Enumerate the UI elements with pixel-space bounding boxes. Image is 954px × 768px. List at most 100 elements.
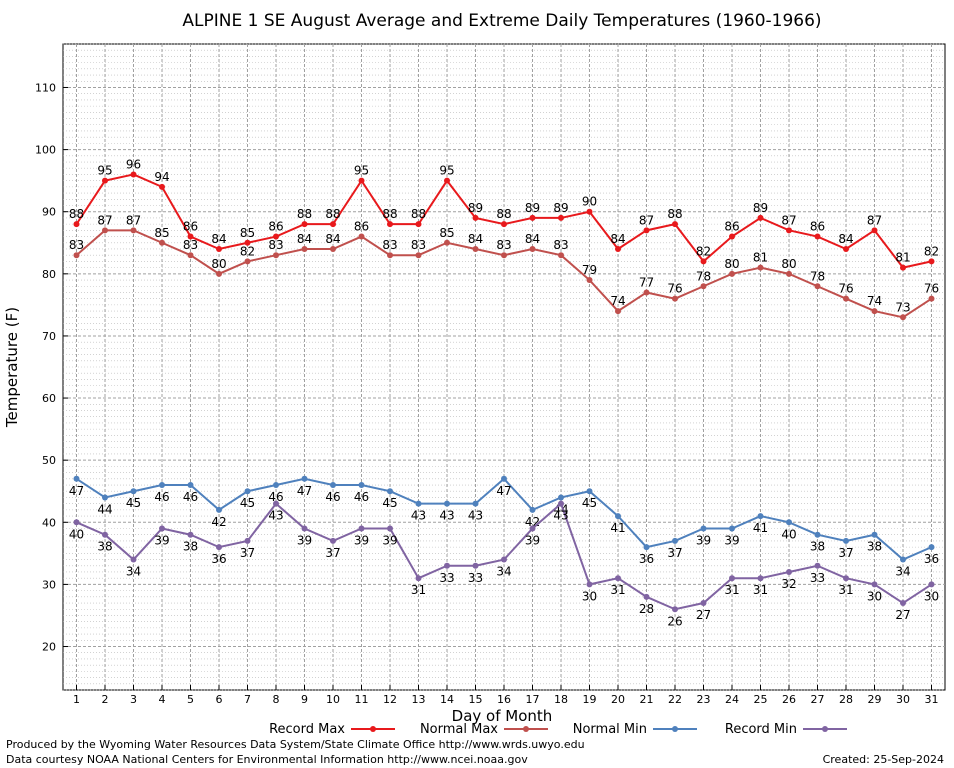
- record-min-data-label: 43: [268, 509, 283, 523]
- normal-max-data-label: 83: [268, 238, 283, 252]
- x-axis-ticks: 1 2 3 4 5 6 7 8 9 10 11 12 13 14 15 16 17 18 19 20 21 22 23 24 2…: [73, 685, 939, 706]
- normal-max-data-label: 73: [895, 300, 910, 314]
- x-tick-label: 16: [497, 693, 511, 706]
- record-max-point: [757, 214, 764, 221]
- normal-min-point: [244, 488, 251, 495]
- record-min-point: [786, 568, 792, 575]
- record-min-data-label: 30: [867, 589, 882, 603]
- record-max-data-label: 82: [924, 244, 939, 258]
- record-min-point: [187, 531, 194, 538]
- record-min-point: [387, 525, 393, 532]
- normal-max-data-label: 81: [753, 251, 768, 265]
- normal-min-point: [358, 482, 365, 489]
- record-min-data-label: 28: [639, 602, 654, 616]
- legend-label-normal-min: Normal Min: [573, 722, 647, 737]
- record-max-data-label: 88: [297, 207, 312, 221]
- x-tick-label: 15: [469, 693, 483, 706]
- record-min-point: [586, 581, 593, 588]
- record-max-data-label: 88: [667, 207, 682, 221]
- normal-min-point: [159, 482, 165, 489]
- record-min-point: [757, 575, 764, 582]
- record-min-data-label: 33: [810, 571, 825, 585]
- normal-max-point: [814, 283, 821, 290]
- normal-min-point: [387, 488, 393, 495]
- normal-min-data-label: 46: [354, 490, 369, 504]
- normal-max-data-label: 76: [924, 282, 939, 296]
- record-max-data-label: 86: [810, 220, 825, 234]
- x-tick-label: 31: [925, 693, 939, 706]
- normal-min-data-label: 36: [924, 552, 939, 566]
- normal-max-point: [187, 252, 194, 259]
- record-max-point: [130, 171, 137, 178]
- x-tick-label: 2: [102, 693, 109, 706]
- record-min-point: [159, 525, 165, 532]
- x-tick-label: 21: [640, 693, 654, 706]
- normal-min-data-label: 44: [97, 502, 112, 516]
- record-max-data-label: 87: [781, 213, 796, 227]
- x-tick-label: 9: [301, 693, 308, 706]
- normal-min-data-label: 46: [154, 490, 169, 504]
- record-min-point: [102, 531, 108, 538]
- record-max-data-label: 85: [240, 226, 255, 240]
- normal-max-data-label: 83: [411, 238, 426, 252]
- x-tick-label: 11: [355, 693, 369, 706]
- normal-min-point: [900, 556, 906, 563]
- record-max-data-label: 89: [525, 201, 540, 215]
- record-min-data-label: 31: [411, 583, 426, 597]
- record-max-data-label: 86: [183, 220, 198, 234]
- record-max-data-label: 84: [211, 232, 226, 246]
- record-max-point: [444, 177, 450, 184]
- record-min-point: [643, 593, 650, 600]
- normal-min-data-label: 34: [895, 565, 910, 579]
- record-min-data-label: 38: [97, 540, 112, 554]
- footer-data-courtesy: Data courtesy NOAA National Centers for …: [6, 753, 528, 766]
- x-tick-label: 6: [216, 693, 223, 706]
- record-min-point: [472, 562, 479, 569]
- record-min-data-label: 30: [582, 589, 597, 603]
- normal-max-point: [871, 308, 878, 315]
- normal-min-point: [216, 506, 222, 513]
- record-min-data-label: 31: [724, 583, 739, 597]
- normal-min-point: [73, 475, 80, 482]
- normal-min-data-label: 42: [211, 515, 226, 529]
- normal-min-point: [415, 500, 422, 507]
- record-min-data-label: 43: [553, 509, 568, 523]
- normal-max-data-label: 84: [325, 232, 340, 246]
- record-max-point: [472, 214, 479, 221]
- x-tick-label: 25: [754, 693, 768, 706]
- normal-min-data-label: 39: [696, 534, 711, 548]
- normal-min-point: [130, 488, 137, 495]
- series-record-max: 88 95 96 94 86 84 85 86 88 88 95 88 88 95 89 88 89 89 90 84…: [69, 157, 939, 271]
- record-min-point: [558, 500, 564, 507]
- normal-min-data-label: 37: [667, 546, 682, 560]
- record-min-point: [130, 556, 137, 563]
- record-min-data-label: 32: [781, 577, 796, 591]
- record-max-point: [187, 233, 194, 240]
- normal-max-point: [216, 270, 222, 277]
- normal-min-point: [729, 525, 735, 532]
- record-min-point: [729, 575, 735, 582]
- record-max-point: [330, 221, 336, 228]
- record-min-data-label: 27: [696, 608, 711, 622]
- record-min-data-label: 34: [126, 565, 141, 579]
- normal-min-point: [700, 525, 707, 532]
- x-tick-label: 8: [273, 693, 280, 706]
- record-max-point: [672, 221, 678, 228]
- normal-min-data-label: 47: [297, 484, 312, 498]
- normal-min-point: [301, 475, 308, 482]
- record-min-data-label: 38: [183, 540, 198, 554]
- x-tick-label: 22: [668, 693, 682, 706]
- normal-min-data-label: 41: [753, 521, 768, 535]
- record-min-data-label: 26: [667, 614, 682, 628]
- legend-swatch-marker: [523, 726, 529, 732]
- normal-max-point: [130, 227, 137, 234]
- record-max-point: [643, 227, 650, 234]
- y-tick-label: 50: [42, 454, 56, 467]
- y-tick-label: 20: [42, 641, 56, 654]
- x-tick-label: 24: [725, 693, 739, 706]
- normal-max-data-label: 76: [838, 282, 853, 296]
- record-max-point: [928, 258, 935, 265]
- record-min-data-label: 40: [69, 527, 84, 541]
- normal-max-data-label: 83: [382, 238, 397, 252]
- normal-min-data-label: 41: [610, 521, 625, 535]
